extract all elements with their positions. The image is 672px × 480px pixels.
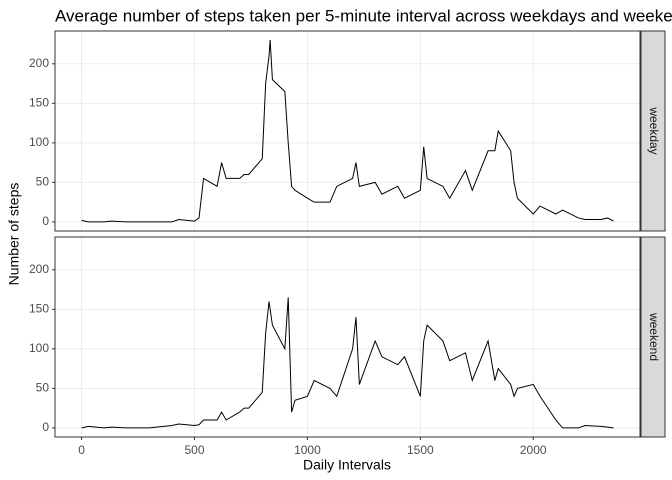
y-axis-label: Number of steps: [6, 183, 22, 286]
y-tick-label: 0: [42, 420, 49, 434]
facet-label: weekday: [647, 106, 661, 154]
y-tick-label: 100: [29, 341, 49, 355]
y-tick-label: 200: [29, 56, 49, 70]
y-tick-label: 100: [29, 135, 49, 149]
y-tick-label: 0: [42, 214, 49, 228]
facet-label: weekend: [647, 312, 661, 361]
x-tick-label: 2000: [520, 443, 547, 457]
x-tick-label: 1000: [294, 443, 321, 457]
y-tick-label: 200: [29, 262, 49, 276]
y-tick-label: 150: [29, 96, 49, 110]
y-tick-label: 150: [29, 302, 49, 316]
data-line: [81, 40, 614, 223]
data-line: [81, 297, 614, 429]
facet-strip: [640, 236, 666, 438]
y-tick-label: 50: [36, 175, 50, 189]
x-tick-label: 1500: [407, 443, 434, 457]
panel-border: [54, 30, 641, 232]
chart-title: Average number of steps taken per 5-minu…: [55, 6, 672, 25]
x-tick-label: 0: [78, 443, 85, 457]
y-tick-label: 50: [36, 381, 50, 395]
x-tick-label: 500: [184, 443, 204, 457]
facet-strip: [640, 30, 666, 232]
panel-border: [54, 236, 641, 438]
x-axis-label: Daily Intervals: [303, 457, 391, 473]
panel: [55, 31, 640, 231]
panel: [55, 237, 640, 437]
